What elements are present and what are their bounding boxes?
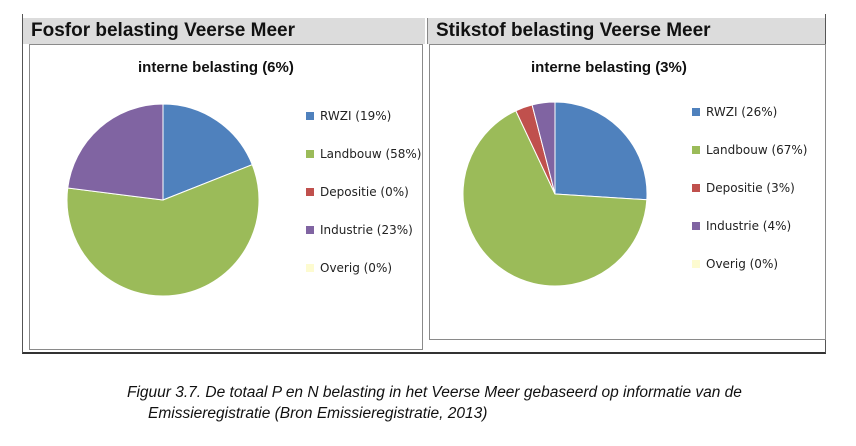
pie-slice-landbouw: [66, 164, 260, 297]
legend-item-rwzi: RWZI (19%): [306, 97, 422, 135]
pie-chart-fosfor: [66, 103, 260, 297]
legend-swatch: [692, 146, 700, 154]
caption-line-1: Figuur 3.7. De totaal P en N belasting i…: [127, 384, 742, 401]
legend-label: Landbouw (58%): [320, 147, 422, 161]
chart-title-fosfor: Fosfor belasting Veerse Meer: [23, 18, 425, 44]
pie-slice-rwzi: [554, 101, 648, 201]
legend-stikstof: RWZI (26%) Landbouw (67%) Depositie (3%) In…: [692, 93, 808, 283]
legend-label: Landbouw (67%): [706, 143, 808, 157]
legend-label: Overig (0%): [706, 257, 779, 271]
pie-slice-industrie: [531, 101, 556, 195]
legend-label: Overig (0%): [320, 261, 393, 275]
pie-slice-landbouw: [462, 110, 648, 287]
legend-item-overig: Overig (0%): [306, 249, 422, 287]
legend-swatch: [692, 108, 700, 116]
legend-item-overig: Overig (0%): [692, 245, 808, 283]
legend-label: Depositie (3%): [706, 181, 795, 195]
caption-line-2: Emissieregistratie (Bron Emissieregistra…: [148, 405, 488, 422]
legend-item-landbouw: Landbouw (67%): [692, 131, 808, 169]
chart-area-stikstof: interne belasting (3%) RWZI (26%) Landbou…: [429, 44, 826, 340]
legend-item-depositie: Depositie (0%): [306, 173, 422, 211]
legend-label: Depositie (0%): [320, 185, 409, 199]
legend-fosfor: RWZI (19%) Landbouw (58%) Depositie (0%) In…: [306, 97, 422, 287]
legend-label: Industrie (23%): [320, 223, 413, 237]
legend-item-industrie: Industrie (4%): [692, 207, 808, 245]
legend-label: RWZI (26%): [706, 105, 778, 119]
pie-slice-industrie: [67, 103, 164, 201]
legend-label: RWZI (19%): [320, 109, 392, 123]
legend-item-depositie: Depositie (3%): [692, 169, 808, 207]
legend-swatch: [306, 112, 314, 120]
legend-label: Industrie (4%): [706, 219, 792, 233]
chart-subtitle-stikstof: interne belasting (3%): [531, 59, 687, 76]
legend-swatch: [692, 260, 700, 268]
legend-swatch: [306, 226, 314, 234]
pie-chart-stikstof: [462, 101, 648, 287]
chart-title-stikstof: Stikstof belasting Veerse Meer: [427, 18, 825, 44]
legend-swatch: [306, 188, 314, 196]
legend-item-industrie: Industrie (23%): [306, 211, 422, 249]
chart-area-fosfor: interne belasting (6%) RWZI (19%) Landbou…: [29, 44, 423, 350]
pie-slice-rwzi: [162, 103, 253, 201]
legend-swatch: [692, 222, 700, 230]
legend-swatch: [306, 264, 314, 272]
legend-swatch: [692, 184, 700, 192]
legend-swatch: [306, 150, 314, 158]
chart-subtitle-fosfor: interne belasting (6%): [138, 59, 294, 76]
legend-item-landbouw: Landbouw (58%): [306, 135, 422, 173]
legend-item-rwzi: RWZI (26%): [692, 93, 808, 131]
